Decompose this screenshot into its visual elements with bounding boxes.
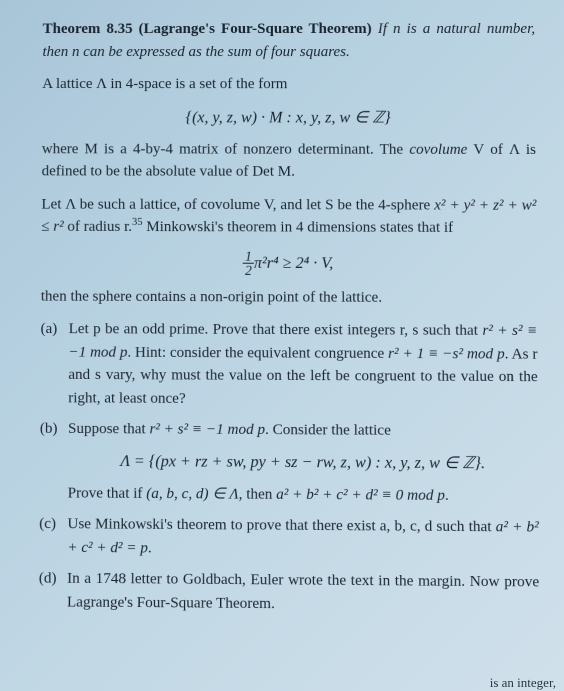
equation-lattice-def: Λ = {(px + rz + sw, py + sz − rw, z, w) …: [68, 449, 539, 477]
text-fragment: Prove that if: [68, 485, 147, 502]
text-fragment: Let p be an odd prime. Prove that there …: [69, 321, 483, 339]
text-fragment: , then: [239, 486, 277, 503]
part-c: (c) Use Minkowski's theorem to prove tha…: [39, 513, 539, 563]
text-fragment: where M is a 4-by-4 matrix of nonzero de…: [42, 141, 410, 158]
part-body: Use Minkowski's theorem to prove that th…: [67, 513, 539, 563]
math-congruence: r² + s² ≡ −1 mod p: [149, 421, 265, 438]
part-body: In a 1748 letter to Goldbach, Euler wrot…: [67, 567, 540, 617]
fraction-denominator: 2: [243, 264, 254, 278]
text-fragment: Use Minkowski's theorem to prove that th…: [67, 516, 495, 535]
page-edge-text: is an integer,: [490, 675, 556, 691]
text-fragment: .: [148, 540, 152, 557]
theorem-label: Theorem 8.35 (Lagrange's Four-Square The…: [43, 21, 372, 37]
part-label: (c): [39, 513, 68, 559]
equation-lattice-set: {(x, y, z, w) · M : x, y, z, w ∈ ℤ}: [42, 106, 536, 131]
part-label: (d): [39, 567, 68, 614]
footnote-marker: 35: [132, 217, 143, 228]
equation-minkowski-bound: 1 2 π²r⁴ ≥ 2⁴ · V,: [41, 248, 537, 278]
term-covolume: covolume: [409, 141, 467, 157]
fraction: 1 2: [243, 249, 254, 278]
part-body: Let p be an odd prime. Prove that there …: [68, 318, 538, 412]
fraction-numerator: 1: [243, 249, 254, 264]
text-fragment: of radius r.: [64, 219, 132, 235]
math-expression: π²r⁴ ≥ 2⁴ · V,: [254, 254, 333, 272]
paragraph-lattice-intro: A lattice Λ in 4-space is a set of the f…: [42, 73, 535, 96]
part-a: (a) Let p be an odd prime. Prove that th…: [40, 318, 538, 412]
part-d: (d) In a 1748 letter to Goldbach, Euler …: [39, 567, 540, 618]
math-congruence: a² + b² + c² + d² ≡ 0 mod p: [276, 486, 445, 504]
part-b: (b) Suppose that r² + s² ≡ −1 mod p. Con…: [39, 418, 538, 508]
text-fragment: Minkowski's theorem in 4 dimensions stat…: [143, 219, 454, 236]
text-fragment: . Hint: consider the equivalent congruen…: [127, 344, 388, 361]
part-label: (a): [40, 318, 69, 410]
theorem-heading: Theorem 8.35 (Lagrange's Four-Square The…: [42, 18, 535, 63]
part-body: Suppose that r² + s² ≡ −1 mod p. Conside…: [68, 418, 539, 508]
text-fragment: .: [445, 487, 449, 504]
text-fragment: Let Λ be such a lattice, of covolume V, …: [41, 196, 434, 213]
paragraph-conclusion: then the sphere contains a non-origin po…: [41, 285, 537, 310]
text-fragment: . Consider the lattice: [265, 422, 391, 439]
paragraph-minkowski: Let Λ be such a lattice, of covolume V, …: [41, 193, 536, 240]
paragraph-covolume: where M is a 4-by-4 matrix of nonzero de…: [42, 138, 537, 184]
part-label: (b): [39, 418, 68, 505]
math-membership: (a, b, c, d) ∈ Λ: [146, 485, 238, 502]
math-congruence: r² + 1 ≡ −s² mod p: [388, 345, 505, 362]
book-page: Theorem 8.35 (Lagrange's Four-Square The…: [0, 0, 564, 645]
text-fragment: Suppose that: [68, 421, 150, 438]
